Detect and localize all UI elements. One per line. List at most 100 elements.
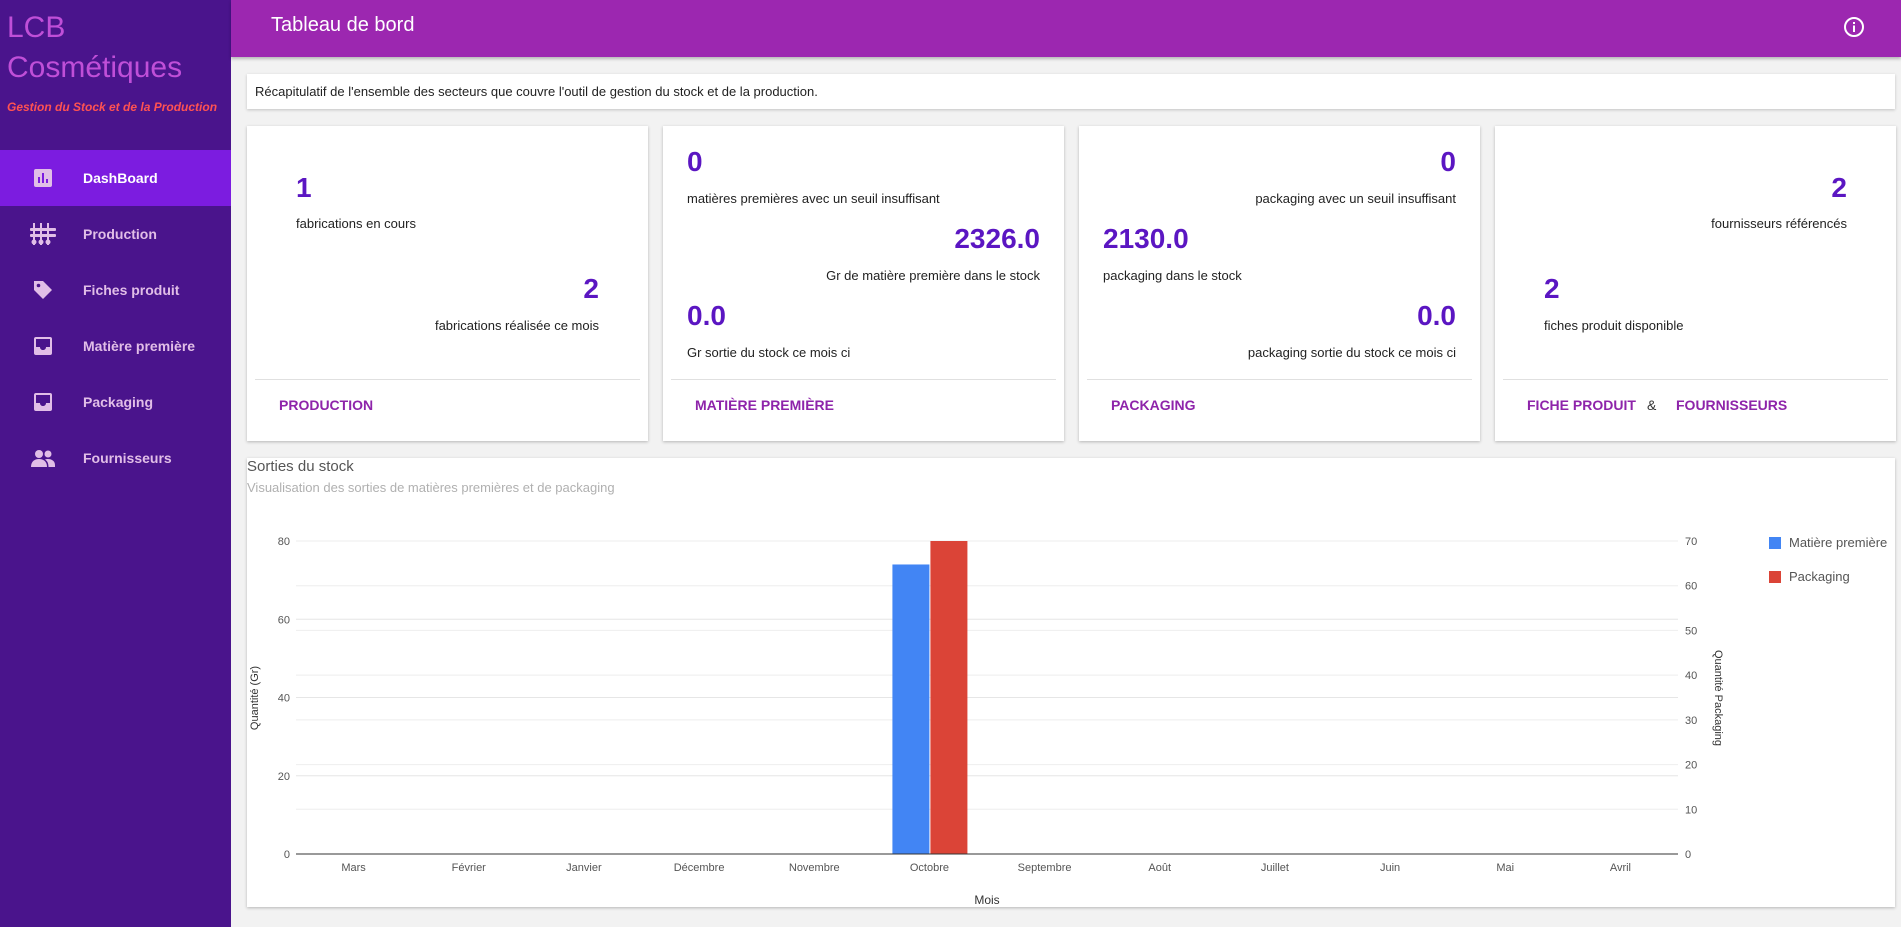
y-right-tick-label: 40 — [1685, 670, 1697, 682]
stock-output-chart-panel: 0 20 40 60 80 0 10 20 30 40 50 60 70 Mars Février Janvi… — [247, 458, 1895, 907]
people-icon — [28, 447, 58, 469]
sidebar-item-production[interactable]: Production — [0, 206, 231, 262]
x-tick-label: Décembre — [674, 862, 725, 874]
bar-chart-icon — [28, 167, 58, 189]
matiere-stock-value: 2326.0 — [954, 223, 1040, 254]
in-progress-label: fabrications en cours — [296, 216, 416, 231]
sidebar-item-label: Matière première — [83, 338, 196, 354]
card-divider — [1087, 379, 1472, 380]
y-left-tick-label: 20 — [278, 771, 290, 783]
y-right-tick-label: 20 — [1685, 760, 1697, 772]
packaging-low-count: 0 — [1440, 146, 1456, 177]
brand-logo: LCB Cosmétiques — [7, 8, 182, 88]
y-left-tick-label: 80 — [278, 536, 290, 548]
y-left-tick-label: 0 — [284, 849, 290, 861]
y-right-tick-label: 30 — [1685, 715, 1697, 727]
bar — [930, 541, 968, 854]
brand-line-2: Cosmétiques — [7, 51, 183, 84]
sidebar: LCB Cosmétiques Gestion du Stock et de l… — [0, 0, 231, 927]
bar — [892, 564, 930, 854]
fiches-fournisseurs-card: 2 fournisseurs référencés 2 fiches produ… — [1495, 126, 1896, 441]
chart-title: Sorties du stock — [247, 458, 354, 475]
tag-icon — [28, 279, 58, 301]
card-divider — [671, 379, 1056, 380]
x-tick-label: Juillet — [1261, 862, 1289, 874]
y-left-axis-title: Quantité (Gr) — [249, 666, 261, 730]
sidebar-item-fiches-produit[interactable]: Fiches produit — [0, 262, 231, 318]
x-tick-label: Juin — [1380, 862, 1400, 874]
y-left-tick-label: 60 — [278, 614, 290, 626]
stock-output-chart: 0 20 40 60 80 0 10 20 30 40 50 60 70 Mars Février Janvi… — [249, 535, 1887, 907]
y-right-tick-label: 70 — [1685, 536, 1697, 548]
info-icon[interactable] — [1843, 16, 1865, 38]
matiere-premiere-button[interactable]: Matière première — [695, 397, 834, 413]
matiere-out-value: 0.0 — [687, 300, 726, 331]
production-card: 1 fabrications en cours 2 fabrications r… — [247, 126, 648, 441]
card-divider — [1503, 379, 1888, 380]
suppliers-count: 2 — [1831, 172, 1847, 203]
x-tick-label: Octobre — [910, 862, 949, 874]
brand-line-1: LCB — [7, 11, 66, 44]
done-label: fabrications réalisée ce mois — [434, 318, 599, 333]
x-tick-label: Septembre — [1018, 862, 1072, 874]
app-bar: Tableau de bord — [231, 0, 1901, 57]
summary-banner: Récapitulatif de l'ensemble des secteurs… — [247, 74, 1895, 109]
y-right-tick-label: 0 — [1685, 849, 1691, 861]
packaging-out-value: 0.0 — [1417, 300, 1456, 331]
y-right-axis-title: Quantité Packaging — [1712, 650, 1724, 746]
x-tick-label: Janvier — [566, 862, 602, 874]
x-axis-title: Mois — [974, 893, 999, 907]
sidebar-item-matiere-premiere[interactable]: Matière première — [0, 318, 231, 374]
packaging-card: 0 packaging avec un seuil insuffisant 21… — [1079, 126, 1480, 441]
products-label: fiches produit disponible — [1544, 318, 1684, 333]
x-tick-label: Août — [1148, 862, 1171, 874]
packaging-low-label: packaging avec un seuil insuffisant — [1255, 191, 1456, 206]
brand-tagline: Gestion du Stock et de la Production — [7, 100, 218, 114]
products-count: 2 — [1544, 273, 1560, 304]
packaging-stock-value: 2130.0 — [1103, 223, 1189, 254]
matiere-premiere-card: 0 matières premières avec un seuil insuf… — [663, 126, 1064, 441]
page-title: Tableau de bord — [271, 14, 415, 36]
ampersand-separator: & — [1647, 397, 1657, 413]
matiere-low-label: matières premières avec un seuil insuffi… — [687, 191, 940, 206]
card-divider — [255, 379, 640, 380]
in-progress-count: 1 — [296, 172, 312, 203]
x-tick-label: Mai — [1496, 862, 1514, 874]
x-tick-label: Mars — [341, 862, 366, 874]
sidebar-item-label: Fournisseurs — [83, 450, 172, 466]
fiche-produit-button[interactable]: Fiche produit — [1527, 397, 1636, 413]
y-right-tick-label: 50 — [1685, 625, 1697, 637]
y-right-tick-label: 10 — [1685, 804, 1697, 816]
sidebar-item-label: Packaging — [83, 394, 154, 410]
sidebar-item-dashboard[interactable]: DashBoard — [0, 150, 231, 206]
done-count: 2 — [583, 273, 599, 304]
legend-label: Packaging — [1789, 569, 1850, 584]
packaging-stock-label: packaging dans le stock — [1103, 268, 1242, 283]
sidebar-item-packaging[interactable]: Packaging — [0, 374, 231, 430]
sidebar-item-label: DashBoard — [83, 170, 158, 186]
suppliers-label: fournisseurs référencés — [1711, 216, 1847, 231]
matiere-stock-label: Gr de matière première dans le stock — [826, 268, 1040, 283]
x-tick-label: Février — [452, 862, 487, 874]
matiere-low-count: 0 — [687, 146, 703, 177]
sidebar-item-fournisseurs[interactable]: Fournisseurs — [0, 430, 231, 486]
chart-subtitle: Visualisation des sorties de matières pr… — [247, 480, 615, 495]
legend-swatch — [1769, 571, 1781, 583]
packaging-out-label: packaging sortie du stock ce mois ci — [1247, 345, 1456, 360]
production-icon — [28, 223, 58, 245]
production-button[interactable]: Production — [279, 397, 374, 413]
fournisseurs-button[interactable]: Fournisseurs — [1676, 397, 1788, 413]
y-left-tick-label: 40 — [278, 693, 290, 705]
sidebar-nav: DashBoard Production Fiches produit Mati… — [0, 150, 231, 486]
sidebar-item-label: Production — [83, 226, 157, 242]
inbox-icon — [28, 391, 58, 413]
x-tick-label: Novembre — [789, 862, 840, 874]
packaging-button[interactable]: Packaging — [1111, 397, 1196, 413]
legend-label: Matière première — [1789, 535, 1887, 550]
legend-swatch — [1769, 537, 1781, 549]
matiere-out-label: Gr sortie du stock ce mois ci — [687, 345, 851, 360]
sidebar-item-label: Fiches produit — [83, 282, 180, 298]
inbox-icon — [28, 335, 58, 357]
x-tick-label: Avril — [1610, 862, 1631, 874]
y-right-tick-label: 60 — [1685, 581, 1697, 593]
